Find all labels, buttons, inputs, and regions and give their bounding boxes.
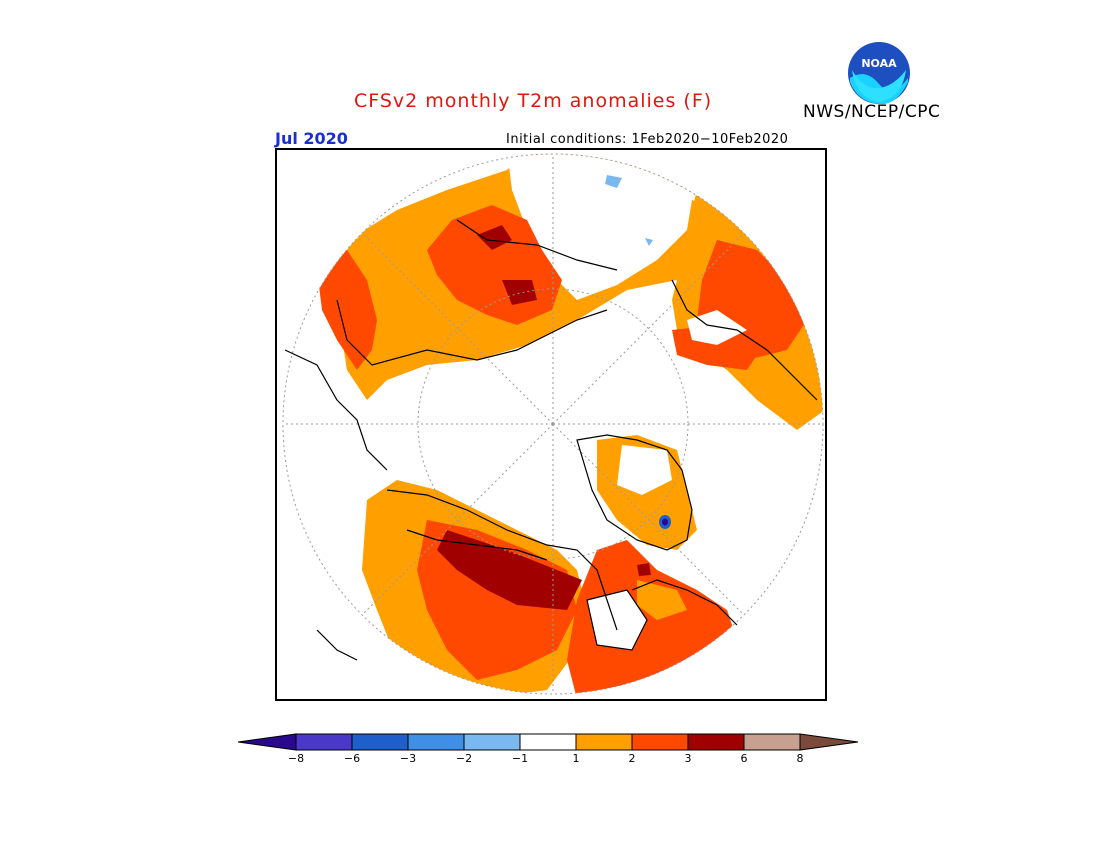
colorbar-tick-label: 3 bbox=[684, 752, 692, 765]
colorbar-tick-label: −6 bbox=[343, 752, 361, 765]
lightblue-spot-arctic-1 bbox=[605, 175, 622, 188]
colorbar-tick-label: −1 bbox=[511, 752, 529, 765]
darkred-spot-labrador bbox=[637, 563, 651, 576]
white-gap-north bbox=[507, 154, 697, 300]
redorange-region-westasia bbox=[317, 250, 377, 370]
colorbar-swatch-6_8 bbox=[743, 733, 801, 751]
colorbar-swatch-neg6_neg3 bbox=[351, 733, 409, 751]
colorbar-swatch-neg3_neg2 bbox=[407, 733, 465, 751]
colorbar-swatch-neg1_1 bbox=[519, 733, 577, 751]
initial-conditions-label: Initial conditions: 1Feb2020−10Feb2020 bbox=[506, 132, 789, 147]
darkred-region-canada bbox=[437, 530, 582, 610]
anomaly-fields bbox=[317, 154, 823, 694]
darkblue-spot-baffin bbox=[662, 518, 668, 526]
longitude-lines bbox=[283, 154, 823, 694]
lightblue-spot-arctic-2 bbox=[645, 238, 653, 246]
colorbar bbox=[237, 733, 863, 773]
logo-text: NOAA bbox=[861, 57, 897, 70]
colorbar-arrow-low bbox=[237, 733, 297, 751]
coastlines bbox=[284, 219, 818, 661]
month-label: Jul 2020 bbox=[275, 129, 348, 148]
darkred-spot-siberia-1 bbox=[477, 225, 512, 250]
anomaly-map bbox=[275, 148, 827, 701]
colorbar-tick-label: −2 bbox=[455, 752, 473, 765]
chart-title: CFSv2 monthly T2m anomalies (F) bbox=[354, 90, 713, 112]
colorbar-swatch-neg2_neg1 bbox=[463, 733, 521, 751]
darkred-spot-siberia-2 bbox=[502, 280, 537, 305]
colorbar-swatch-2_3 bbox=[631, 733, 689, 751]
colorbar-tick-label: 8 bbox=[796, 752, 804, 765]
colorbar-swatch-neg8_neg6 bbox=[295, 733, 353, 751]
white-gap-greenland bbox=[617, 445, 672, 495]
colorbar-tick-label: 6 bbox=[740, 752, 748, 765]
hemisphere-boundary bbox=[282, 153, 824, 695]
white-gap-europe bbox=[687, 310, 747, 345]
agency-label: NWS/NCEP/CPC bbox=[803, 102, 941, 122]
colorbar-arrow-high bbox=[799, 733, 859, 751]
orange-region-eastcanada-edge bbox=[637, 580, 687, 620]
white-gap-hudson bbox=[587, 590, 647, 650]
noaa-logo: NOAA bbox=[846, 40, 912, 106]
colorbar-tick-label: 1 bbox=[572, 752, 580, 765]
colorbar-tick-label: −3 bbox=[399, 752, 417, 765]
colorbar-swatch-1_2 bbox=[575, 733, 633, 751]
colorbar-tick-label: 2 bbox=[628, 752, 636, 765]
colorbar-tick-label: −8 bbox=[287, 752, 305, 765]
colorbar-swatch-3_6 bbox=[687, 733, 745, 751]
